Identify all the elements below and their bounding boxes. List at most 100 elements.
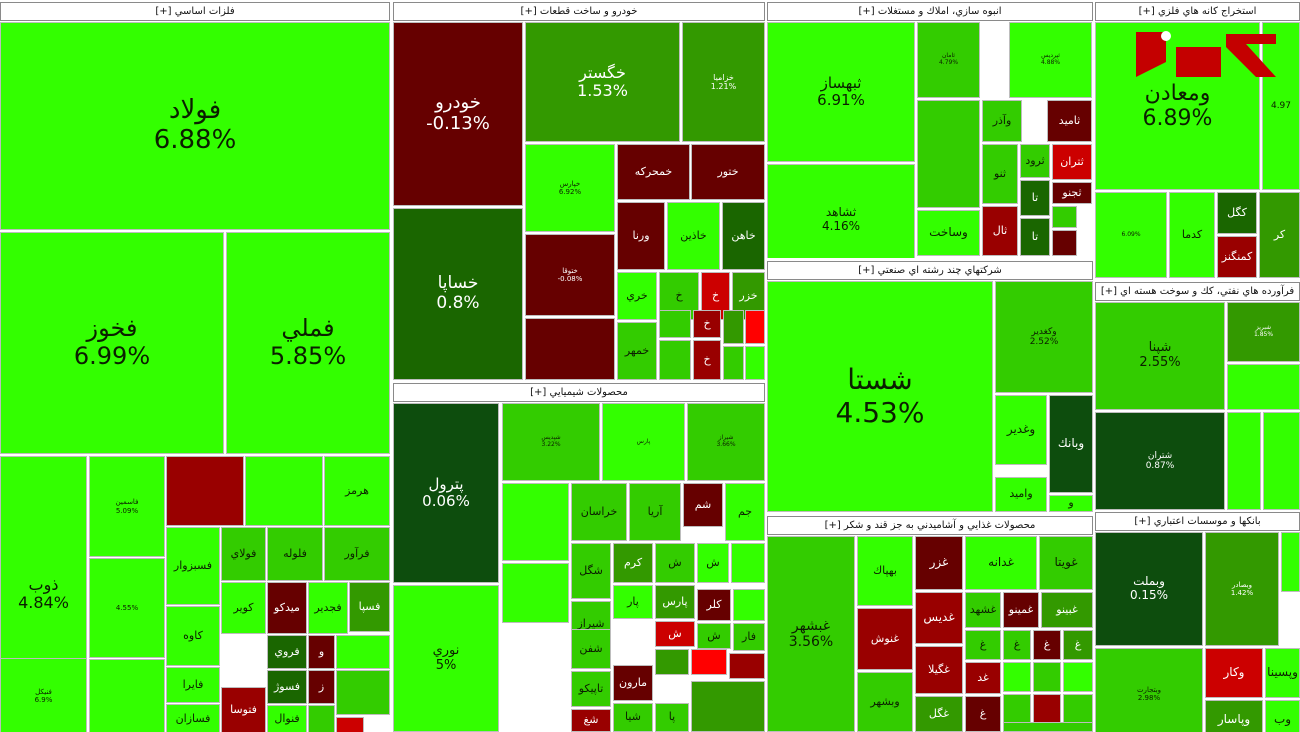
treemap-tile[interactable] — [89, 659, 165, 732]
sector-header[interactable]: محصولات غذايي و آشاميدني به جز قند و شكر… — [767, 516, 1093, 535]
treemap-tile[interactable]: وب — [1265, 700, 1300, 732]
treemap-tile[interactable] — [691, 649, 727, 675]
treemap-tile[interactable] — [723, 346, 744, 380]
treemap-tile[interactable]: غد — [965, 662, 1001, 694]
treemap-tile[interactable]: بهپاك — [857, 536, 913, 606]
treemap-tile[interactable]: خاهن — [722, 202, 765, 270]
treemap-tile[interactable]: غ — [1033, 630, 1061, 660]
treemap-tile[interactable]: كر — [1259, 192, 1300, 278]
treemap-tile[interactable]: و — [1049, 495, 1093, 512]
treemap-tile[interactable]: ش — [697, 543, 729, 583]
treemap-tile[interactable]: كوير — [221, 582, 266, 634]
treemap-tile[interactable]: شگل — [571, 543, 611, 599]
treemap-tile[interactable] — [1227, 412, 1261, 510]
treemap-tile[interactable]: خراسان — [571, 483, 627, 541]
treemap-tile[interactable]: تا — [1020, 218, 1050, 256]
treemap-tile[interactable]: غ — [1003, 630, 1031, 660]
treemap-tile[interactable]: ثپرديس 4.88% — [1009, 22, 1092, 98]
treemap-tile[interactable] — [336, 717, 364, 732]
treemap-tile[interactable]: خري — [617, 272, 657, 320]
treemap-tile[interactable] — [1227, 364, 1300, 410]
treemap-tile[interactable]: فسبزوار — [166, 527, 220, 605]
treemap-tile[interactable] — [1063, 662, 1093, 692]
sector-header[interactable]: انبوه سازي، املاك و مستغلات [+] — [767, 2, 1093, 21]
treemap-tile[interactable]: وساخت — [917, 210, 980, 256]
treemap-tile[interactable]: شپديس 3.22% — [502, 403, 600, 481]
treemap-tile[interactable]: فار — [733, 623, 765, 651]
treemap-tile[interactable]: شفن — [571, 629, 611, 669]
treemap-tile[interactable] — [745, 310, 765, 344]
treemap-tile[interactable]: شيراز 3.66% — [687, 403, 765, 481]
treemap-tile[interactable]: غبشهر 3.56% — [767, 536, 855, 732]
treemap-tile[interactable] — [1263, 412, 1300, 510]
treemap-tile[interactable]: ثتران — [1052, 144, 1092, 180]
treemap-tile[interactable] — [691, 681, 765, 732]
treemap-tile[interactable]: ز — [308, 670, 335, 704]
treemap-tile[interactable]: غزر — [915, 536, 963, 590]
treemap-tile[interactable]: غگيلا — [915, 646, 963, 694]
treemap-tile[interactable]: ورنا — [617, 202, 665, 270]
treemap-tile[interactable]: ثامان 4.79% — [917, 22, 980, 98]
treemap-tile[interactable] — [733, 589, 765, 621]
treemap-tile[interactable] — [655, 649, 689, 675]
treemap-tile[interactable]: كاوه — [166, 606, 220, 666]
treemap-tile[interactable]: پترول 0.06% — [393, 403, 499, 583]
treemap-tile[interactable]: غ — [1063, 630, 1093, 660]
treemap-tile[interactable] — [525, 318, 615, 380]
treemap-tile[interactable]: شيا — [613, 703, 653, 732]
treemap-tile[interactable]: شستا 4.53% — [767, 281, 993, 512]
sector-header[interactable]: خودرو و ساخت قطعات [+] — [393, 2, 765, 21]
treemap-tile[interactable]: فجدير — [308, 582, 348, 634]
treemap-tile[interactable] — [745, 346, 765, 380]
treemap-tile[interactable]: غديس — [915, 592, 963, 644]
treemap-tile[interactable] — [1052, 206, 1077, 228]
treemap-tile[interactable]: وبملت 0.15% — [1095, 532, 1203, 646]
treemap-tile[interactable] — [336, 635, 390, 669]
treemap-tile[interactable]: خودرو -0.13% — [393, 22, 523, 206]
treemap-tile[interactable]: فلوله — [267, 527, 323, 581]
treemap-tile[interactable]: فسپا — [349, 582, 390, 632]
treemap-tile[interactable]: غنوش — [857, 608, 913, 670]
treemap-tile[interactable]: ثال — [982, 206, 1018, 256]
treemap-tile[interactable]: واميد — [995, 477, 1047, 512]
treemap-tile[interactable]: وكغدير 2.52% — [995, 281, 1093, 393]
treemap-tile[interactable]: فسوژ — [267, 670, 307, 704]
treemap-tile[interactable]: ش — [655, 543, 695, 583]
sector-header[interactable]: بانكها و موسسات اعتباري [+] — [1095, 512, 1300, 531]
treemap-tile[interactable]: غدانه — [965, 536, 1037, 590]
treemap-tile[interactable]: كدما — [1169, 192, 1215, 278]
treemap-tile[interactable]: خمهر — [617, 322, 657, 380]
treemap-tile[interactable]: فنوال — [267, 705, 307, 732]
treemap-tile[interactable]: خمحركه — [617, 144, 690, 200]
treemap-tile[interactable]: شم — [683, 483, 723, 527]
treemap-tile[interactable] — [1003, 722, 1093, 732]
treemap-tile[interactable]: كمنگنز — [1217, 236, 1257, 278]
treemap-tile[interactable]: شبريز 1.85% — [1227, 302, 1300, 362]
treemap-tile[interactable]: هرمز — [324, 456, 390, 526]
treemap-tile[interactable]: 4.97 — [1262, 22, 1300, 190]
treemap-tile[interactable]: خ — [693, 340, 721, 380]
treemap-tile[interactable]: وپاسار — [1205, 700, 1263, 732]
treemap-tile[interactable]: ش — [655, 621, 695, 647]
treemap-tile[interactable]: فاسمين 5.09% — [89, 456, 165, 557]
treemap-tile[interactable]: فولاد 6.88% — [0, 22, 390, 230]
treemap-tile[interactable]: ختور — [691, 144, 765, 200]
treemap-tile[interactable]: فرآور — [324, 527, 390, 581]
treemap-tile[interactable] — [502, 563, 569, 623]
treemap-tile[interactable]: كلر — [697, 589, 731, 621]
treemap-tile[interactable]: خساپا 0.8% — [393, 208, 523, 380]
treemap-tile[interactable]: فخوز 6.99% — [0, 232, 224, 454]
treemap-tile[interactable] — [502, 483, 569, 561]
sector-header[interactable]: استخراج كانه هاي فلزي [+] — [1095, 2, 1300, 21]
treemap-tile[interactable]: فسازان — [166, 704, 220, 732]
sector-header[interactable]: محصولات شيميايي [+] — [393, 383, 765, 402]
treemap-tile[interactable]: ثجنو — [1052, 182, 1092, 204]
treemap-tile[interactable]: ش — [697, 623, 731, 649]
treemap-tile[interactable] — [917, 100, 980, 208]
treemap-tile[interactable]: خ — [693, 310, 721, 338]
treemap-tile[interactable]: شتران 0.87% — [1095, 412, 1225, 510]
treemap-tile[interactable] — [1281, 532, 1300, 592]
treemap-tile[interactable]: غ — [965, 630, 1001, 660]
treemap-tile[interactable]: خاذين — [667, 202, 720, 270]
treemap-tile[interactable]: پارس — [655, 585, 695, 619]
